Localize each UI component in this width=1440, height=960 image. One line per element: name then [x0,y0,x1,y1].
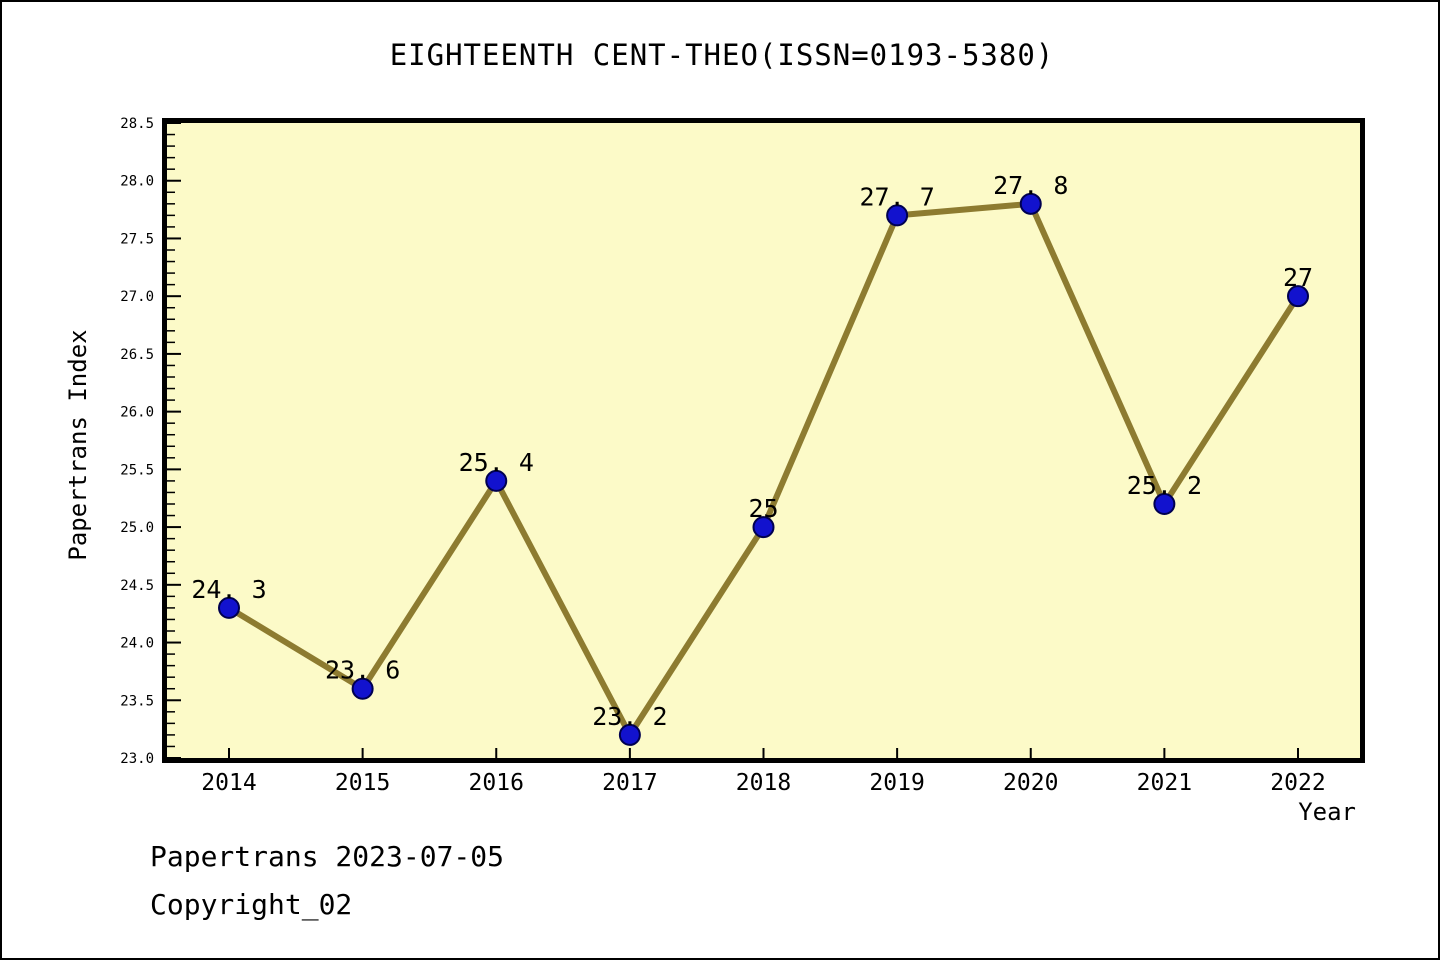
y-tick-label: 23.0 [120,751,154,767]
x-tick-label: 2019 [869,770,924,796]
data-point-label: 25. 2 [1127,471,1202,500]
data-point [1019,192,1042,215]
chart-title: EIGHTEENTH CENT-THEO(ISSN=0193-5380) [389,38,1055,72]
data-point-label: 24. 3 [191,575,266,604]
x-tick-label: 2022 [1270,770,1325,796]
y-tick-label: 28.0 [120,174,154,190]
x-tick-label: 2020 [1003,770,1058,796]
data-point-label: 23. 2 [592,702,667,731]
y-tick-label: 24.5 [120,578,154,594]
footer-copyright: Copyright_02 [150,888,353,921]
data-point-label: 23. 6 [325,656,400,685]
data-point [1287,285,1309,308]
y-tick-label: 25.0 [120,520,154,536]
y-tick-label: 26.0 [120,405,154,421]
data-point [1153,493,1176,515]
data-point [618,723,641,746]
data-point-label: 25. 4 [459,448,534,477]
data-point [218,596,240,619]
y-tick-label: 25.5 [120,462,154,478]
plot-area [162,118,1365,763]
x-tick-label: 2015 [335,770,390,796]
data-point-label: 27 [1283,263,1313,292]
y-tick-label: 28.5 [120,116,154,132]
x-tick-label: 2016 [469,770,524,796]
data-point [752,516,775,539]
data-point-label: 27. 7 [859,182,934,211]
x-tick-label: 2018 [736,770,791,796]
footer-source-date: Papertrans 2023-07-05 [150,840,505,873]
x-axis-title: Year [1298,798,1356,826]
y-tick-label: 27.5 [120,231,154,247]
y-tick-label: 24.0 [120,636,154,652]
x-tick-label: 2021 [1137,770,1192,796]
y-tick-label: 26.5 [120,347,154,363]
y-tick-label: 27.0 [120,289,154,305]
data-point [485,469,508,492]
data-point-label: 25 [748,494,778,523]
y-tick-label: 23.5 [120,693,154,709]
data-point [886,204,909,227]
data-point [351,677,374,700]
data-point-label: 27. 8 [993,171,1068,200]
x-tick-label: 2017 [602,770,657,796]
x-tick-label: 2014 [201,770,256,796]
